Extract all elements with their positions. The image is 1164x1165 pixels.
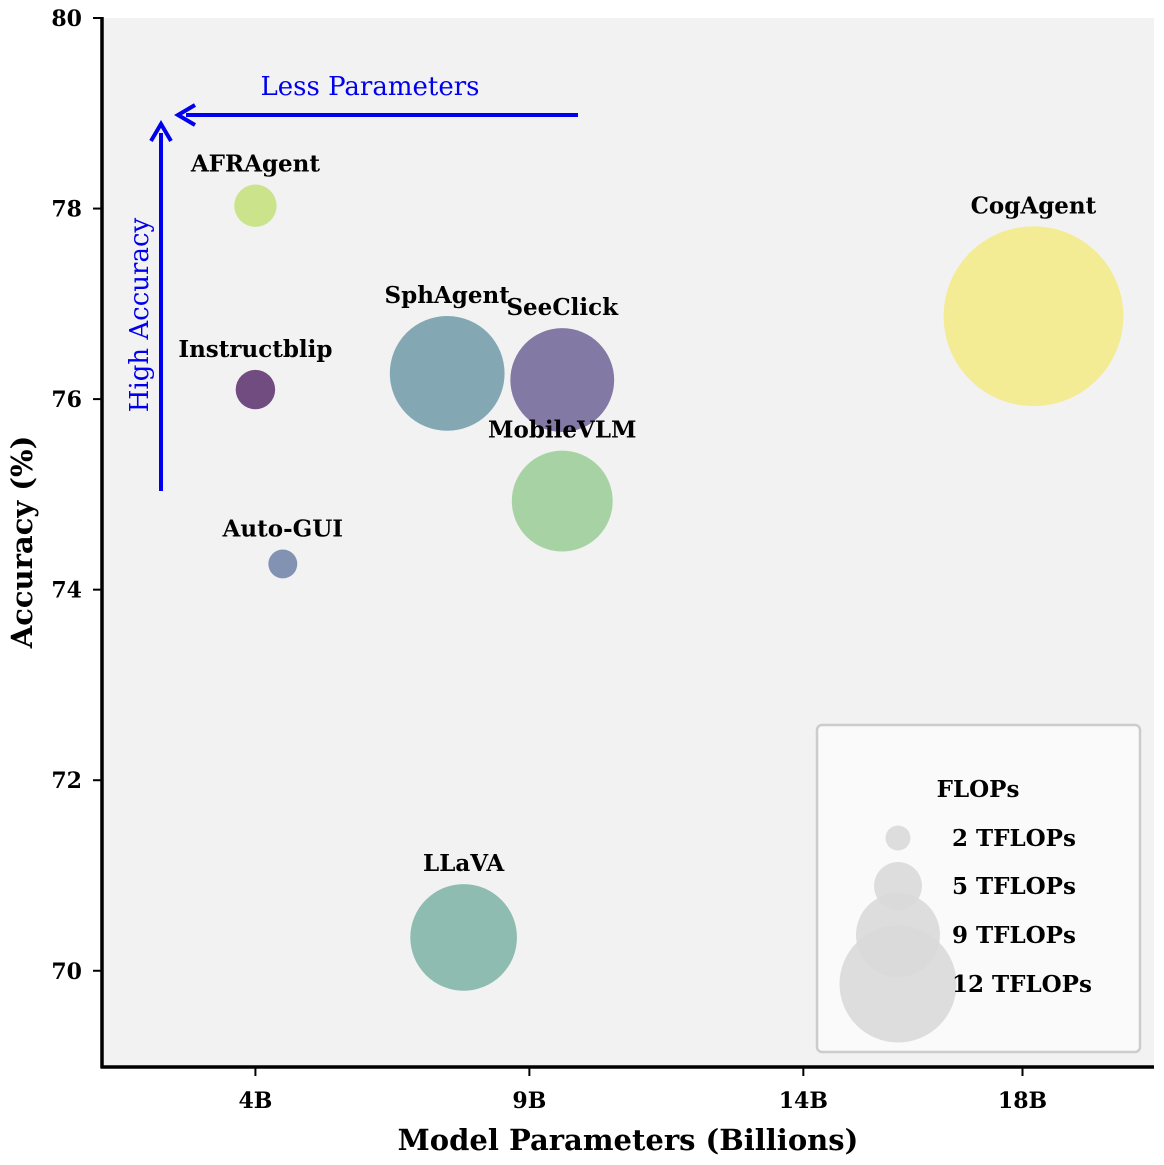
legend-entry-label: 9 TFLOPs <box>952 922 1076 949</box>
bubble-llava <box>410 884 517 991</box>
marks-layer: AFRAgent Instructblip Auto-GUI SphAgentSeeC… <box>178 151 1124 991</box>
bubble-label: LLaVA <box>423 850 505 877</box>
bubble-label: MobileVLM <box>488 417 636 444</box>
y-tick-label: 74 <box>51 578 82 604</box>
legend-marker <box>839 925 957 1043</box>
bubble-auto-gui <box>268 549 298 579</box>
y-tick-label: 80 <box>51 6 82 32</box>
annotation-layer: Less Parameters High Accuracy <box>125 72 578 491</box>
bubble-sphagent <box>389 316 505 431</box>
legend: FLOPs 2 TFLOPs 5 TFLOPs 9 TFLOPs 12 TFLOPs <box>815 723 1142 1054</box>
bubble-cogagent <box>943 226 1124 407</box>
up-arrowhead-icon <box>149 120 173 143</box>
y-tick-label: 70 <box>51 959 82 985</box>
bubble-seeclick <box>510 328 615 432</box>
bubble-label: Auto-GUI <box>222 515 344 542</box>
bubble-label: AFRAgent <box>190 151 321 178</box>
legend-entry-label: 5 TFLOPs <box>952 873 1076 900</box>
left-arrowhead-icon <box>174 103 197 127</box>
legend-entry-label: 2 TFLOPs <box>952 825 1076 852</box>
bubble-afragent <box>234 184 277 227</box>
x-axis-label: Model Parameters (Billions) <box>398 1123 859 1157</box>
high-accuracy-label: High Accuracy <box>125 217 155 412</box>
y-tick-label: 72 <box>51 768 82 794</box>
x-tick-label: 18B <box>998 1088 1047 1114</box>
less-parameters-label: Less Parameters <box>260 72 479 102</box>
bubble-label: SeeClick <box>506 294 619 321</box>
bubble-label: CogAgent <box>971 192 1097 219</box>
bubble-instructblip <box>235 369 276 410</box>
x-tick-label: 14B <box>779 1088 828 1114</box>
axis-ticks: 4B 9B 14B 18B 70 72 74 76 78 80 <box>51 6 1047 1114</box>
x-tick-label: 9B <box>512 1088 546 1114</box>
y-tick-label: 76 <box>51 387 82 413</box>
y-axis-label: Accuracy (%) <box>5 436 39 650</box>
legend-entry-label: 12 TFLOPs <box>952 971 1092 998</box>
legend-marker <box>885 825 911 851</box>
x-tick-label: 4B <box>238 1088 272 1114</box>
bubble-label: Instructblip <box>178 336 332 363</box>
bubble-mobilevlm <box>511 450 613 552</box>
bubble-label: SphAgent <box>385 282 511 309</box>
y-tick-label: 78 <box>51 197 82 223</box>
legend-title: FLOPs <box>937 776 1020 803</box>
